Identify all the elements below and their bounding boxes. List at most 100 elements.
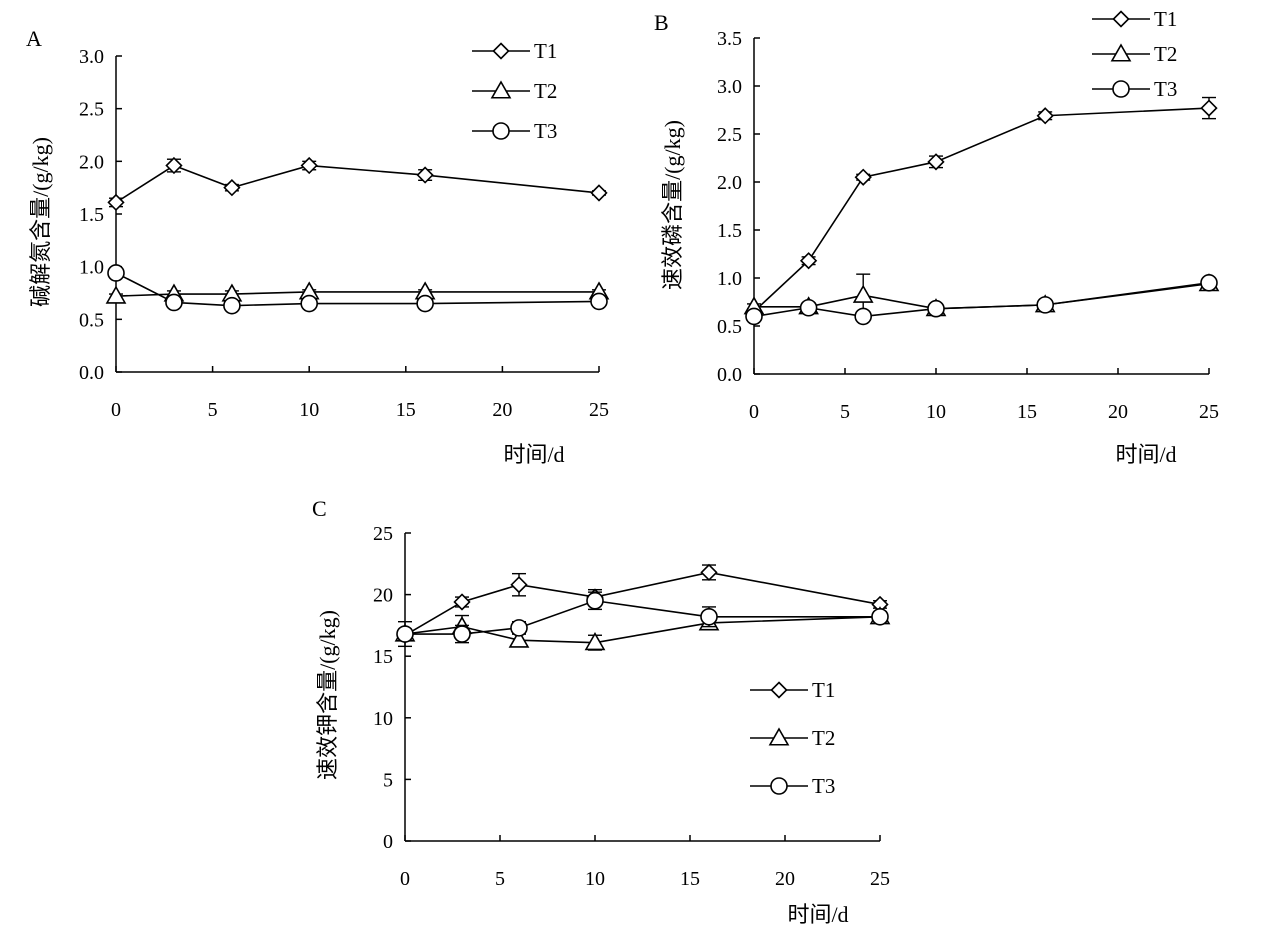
x-tick-label: 0 — [400, 868, 410, 890]
data-point-t3 — [854, 307, 873, 326]
data-point-t3 — [107, 264, 125, 282]
panel-letter-a: A — [26, 26, 42, 51]
panel-letter-c: C — [312, 496, 327, 521]
data-point-t1 — [510, 576, 528, 594]
data-point-t3 — [416, 294, 434, 313]
y-tick-label: 0.0 — [717, 364, 742, 386]
panel-b: B 速效磷含量/(g/kg) 时间/d 0.0 0.5 1.0 1.5 2.0 2.5 3.… — [654, 7, 1220, 467]
x-tick-label: 5 — [840, 401, 850, 423]
data-point-t3 — [586, 591, 604, 610]
series-line-t1 — [753, 107, 1210, 313]
y-tick-label: 3.5 — [717, 28, 742, 50]
y-tick-label: 10 — [373, 708, 393, 730]
legend-marker-t2 — [768, 727, 790, 746]
y-tick-label: 1.0 — [79, 257, 104, 279]
data-point-t3 — [745, 307, 763, 326]
data-point-t1 — [1200, 99, 1218, 117]
data-point-t1 — [799, 252, 818, 270]
x-tick-label: 0 — [111, 399, 121, 421]
series-line-t2 — [404, 615, 881, 644]
data-point-t1 — [453, 593, 471, 611]
data-point-t1 — [165, 156, 183, 175]
x-axis-title-c: 时间/d — [787, 902, 848, 927]
data-point-t3 — [590, 292, 608, 311]
data-point-t3 — [700, 607, 718, 626]
y-tick-label: 0.5 — [79, 309, 104, 331]
y-tick-label: 2.5 — [717, 124, 742, 146]
legend-label-t2: T2 — [812, 726, 835, 750]
series-line-t1 — [115, 164, 600, 204]
legend-marker-t3 — [1112, 80, 1130, 98]
legend-marker-t1 — [1112, 10, 1130, 28]
legend-label-t3: T3 — [1154, 77, 1177, 101]
data-point-t2 — [105, 285, 127, 304]
legend-marker-t1 — [492, 42, 510, 60]
series-line-t3 — [753, 282, 1210, 318]
y-tick-label: 2.5 — [79, 99, 104, 121]
legend-label-t1: T1 — [534, 39, 557, 63]
y-axis-title-b: 速效磷含量/(g/kg) — [660, 120, 685, 290]
data-point-t1 — [107, 193, 125, 212]
data-point-t3 — [510, 619, 528, 637]
x-tick-label: 15 — [1017, 401, 1037, 423]
legend-label-t1: T1 — [812, 678, 835, 702]
x-tick-label: 15 — [680, 868, 700, 890]
data-point-t3 — [165, 293, 183, 312]
data-point-t1 — [700, 563, 718, 582]
x-tick-label: 25 — [870, 868, 890, 890]
y-tick-label: 20 — [373, 585, 393, 607]
data-point-t1 — [416, 166, 434, 184]
data-point-t1 — [1036, 107, 1054, 125]
x-tick-label: 25 — [1199, 401, 1219, 423]
y-tick-label: 5 — [383, 769, 393, 791]
x-tick-label: 10 — [299, 399, 319, 421]
data-point-t1 — [223, 179, 241, 197]
series-line-t1 — [404, 571, 881, 636]
series-line-t2 — [115, 291, 599, 297]
y-tick-label: 15 — [373, 646, 393, 668]
data-point-t1 — [927, 153, 945, 171]
data-point-t3 — [396, 625, 414, 643]
x-tick-label: 25 — [589, 399, 609, 421]
x-tick-label: 20 — [492, 399, 512, 421]
y-axis-title-a: 碱解氮含量/(g/kg) — [28, 137, 53, 307]
x-tick-label: 5 — [495, 868, 505, 890]
data-point-t2 — [852, 284, 874, 303]
data-point-t3 — [799, 298, 818, 317]
data-point-t2 — [508, 629, 530, 648]
x-tick-label: 10 — [585, 868, 605, 890]
x-tick-label: 0 — [749, 401, 759, 423]
panel-a: A 碱解氮含量/(g/kg) 时间/d 0.0 0.5 1.0 1.5 2.0 2.5 3.… — [26, 26, 610, 467]
data-point-t3 — [1036, 296, 1054, 314]
x-tick-label: 10 — [926, 401, 946, 423]
data-point-t1 — [590, 184, 608, 202]
data-point-t3 — [453, 625, 471, 643]
y-tick-label: 3.0 — [79, 46, 104, 68]
legend-label-t1: T1 — [1154, 7, 1177, 31]
legend-label-t3: T3 — [812, 774, 835, 798]
series-line-t3 — [405, 599, 880, 635]
y-tick-label: 1.5 — [79, 204, 104, 226]
legend-marker-t2 — [1110, 43, 1132, 62]
legend-label-t2: T2 — [534, 79, 557, 103]
panel-c: C 速效钾含量/(g/kg) 时间/d 0 5 10 15 20 25 0 5 10 15 20 25… — [312, 496, 891, 927]
x-tick-label: 15 — [396, 399, 416, 421]
data-point-t3 — [223, 296, 241, 315]
data-point-t3 — [871, 607, 889, 626]
y-tick-label: 0 — [383, 831, 393, 853]
legend-marker-t3 — [492, 122, 510, 140]
y-tick-label: 1.5 — [717, 220, 742, 242]
y-tick-label: 0.5 — [717, 316, 742, 338]
series-line-t2 — [754, 282, 1210, 310]
data-point-t3 — [1200, 273, 1218, 292]
y-tick-label: 3.0 — [717, 76, 742, 98]
data-point-t1 — [854, 168, 872, 186]
series-line-t3 — [115, 272, 600, 307]
y-tick-label: 2.0 — [717, 172, 742, 194]
legend-marker-t1 — [770, 681, 788, 699]
x-tick-label: 20 — [775, 868, 795, 890]
y-axis-title-c: 速效钾含量/(g/kg) — [315, 610, 340, 780]
legend-label-t2: T2 — [1154, 42, 1177, 66]
panel-letter-b: B — [654, 10, 669, 35]
data-point-t1 — [300, 156, 318, 175]
